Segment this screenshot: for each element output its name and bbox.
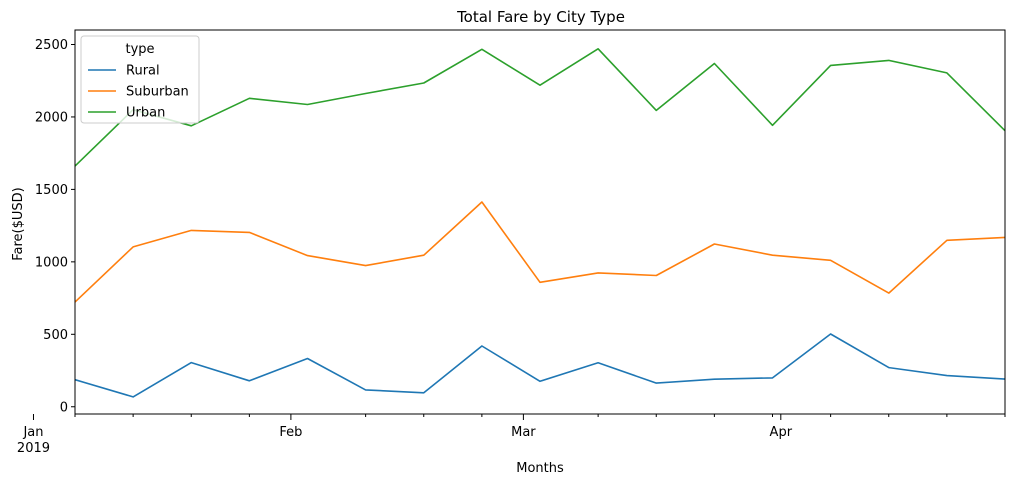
legend-label-rural: Rural [126, 64, 160, 79]
legend: type Rural Suburban Urban [80, 35, 200, 124]
x-tick-label: Feb [279, 425, 302, 440]
series-line-rural [74, 333, 1006, 398]
legend-label-suburban: Suburban [126, 85, 189, 100]
x-tick-label: Mar [511, 425, 536, 440]
y-axis-title: Fare($USD) [11, 187, 26, 261]
y-tick-label: 0 [60, 400, 68, 415]
series-line-suburban [74, 201, 1006, 303]
x-axis-title: Months [516, 461, 564, 476]
legend-label-urban: Urban [126, 106, 165, 121]
y-tick-label: 1500 [35, 183, 68, 198]
y-tick-label: 1000 [35, 255, 68, 270]
axes-frame [74, 29, 1006, 415]
legend-box [80, 35, 200, 124]
y-tick-label: 2500 [35, 38, 68, 53]
series-line-urban [74, 47, 1006, 167]
legend-title: type [125, 42, 154, 57]
chart-title: Total Fare by City Type [456, 8, 625, 26]
x-tick-label: Jan [22, 425, 43, 440]
y-tick-label: 2000 [35, 110, 68, 125]
x-tick-sublabel: 2019 [17, 441, 50, 456]
y-tick-label: 500 [43, 328, 68, 343]
x-tick-label: Apr [770, 425, 793, 440]
series-layer [74, 47, 1006, 398]
